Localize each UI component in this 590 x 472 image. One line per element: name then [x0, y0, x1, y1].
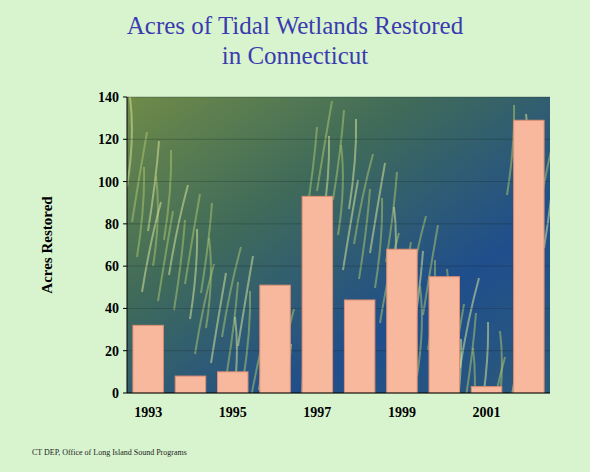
- y-tick: [123, 308, 127, 309]
- y-tick: [123, 350, 127, 351]
- plot-texture: [127, 97, 550, 393]
- bar: [175, 376, 205, 393]
- bar: [133, 325, 163, 393]
- background: [0, 0, 590, 472]
- y-axis: [127, 97, 128, 393]
- y-tick: [123, 181, 127, 182]
- grass: [174, 220, 185, 310]
- bar: [218, 372, 248, 393]
- x-tick-label: 1993: [134, 405, 162, 420]
- bar: [344, 300, 374, 393]
- grass: [211, 273, 226, 363]
- chart: 0 20 40 60 80 100 120 140 1993 1995 1997 1999 2001 Ac…: [0, 0, 590, 472]
- y-tick: [123, 139, 127, 140]
- bar: [302, 196, 332, 393]
- bar: [514, 120, 544, 393]
- y-tick-label: 20: [105, 344, 119, 359]
- y-tick: [123, 266, 127, 267]
- grid-line: [127, 393, 550, 394]
- bar: [429, 277, 459, 393]
- grass: [343, 180, 358, 270]
- bar: [387, 249, 417, 393]
- x-tick-label: 1997: [303, 405, 331, 420]
- grid-line: [127, 181, 550, 182]
- y-tick: [123, 97, 127, 98]
- grass: [195, 264, 214, 354]
- grid-line: [127, 308, 550, 309]
- x-tick-label: 1999: [388, 405, 416, 420]
- y-tick-label: 0: [112, 386, 119, 401]
- plot-background: [127, 97, 550, 393]
- grid-line: [127, 266, 550, 267]
- grid-line: [127, 97, 550, 98]
- grid-line: [127, 350, 550, 351]
- grass: [243, 291, 250, 381]
- grass: [142, 202, 161, 292]
- grass: [359, 189, 370, 279]
- y-axis-title: Acres Restored: [39, 196, 55, 294]
- x-axis: [127, 393, 550, 394]
- y-tick-label: 120: [98, 132, 119, 147]
- grass: [127, 97, 132, 187]
- x-tick-label: 1995: [219, 405, 247, 420]
- x-tick-label: 2001: [473, 405, 501, 420]
- grass: [544, 158, 550, 248]
- bar: [260, 285, 290, 393]
- y-tick: [123, 223, 127, 224]
- grass: [190, 229, 197, 319]
- bar: [471, 387, 501, 393]
- grass: [417, 286, 422, 376]
- grass: [158, 211, 173, 301]
- bars: [133, 120, 544, 393]
- y-tick-label: 60: [105, 259, 119, 274]
- grass: [137, 167, 144, 257]
- y-tick-label: 40: [105, 301, 119, 316]
- y-tick: [123, 393, 127, 394]
- y-tick-label: 100: [98, 175, 119, 190]
- y-tick-label: 80: [105, 217, 119, 232]
- grass: [338, 145, 343, 235]
- grass: [375, 198, 382, 288]
- y-tick-label: 140: [98, 90, 119, 105]
- grid-line: [127, 223, 550, 224]
- source-note: CT DEP, Office of Long Island Sound Prog…: [32, 448, 187, 457]
- grass: [481, 322, 488, 393]
- grid-line: [127, 139, 550, 140]
- title: Acres of Tidal Wetlands Restoredin Conne…: [127, 12, 464, 69]
